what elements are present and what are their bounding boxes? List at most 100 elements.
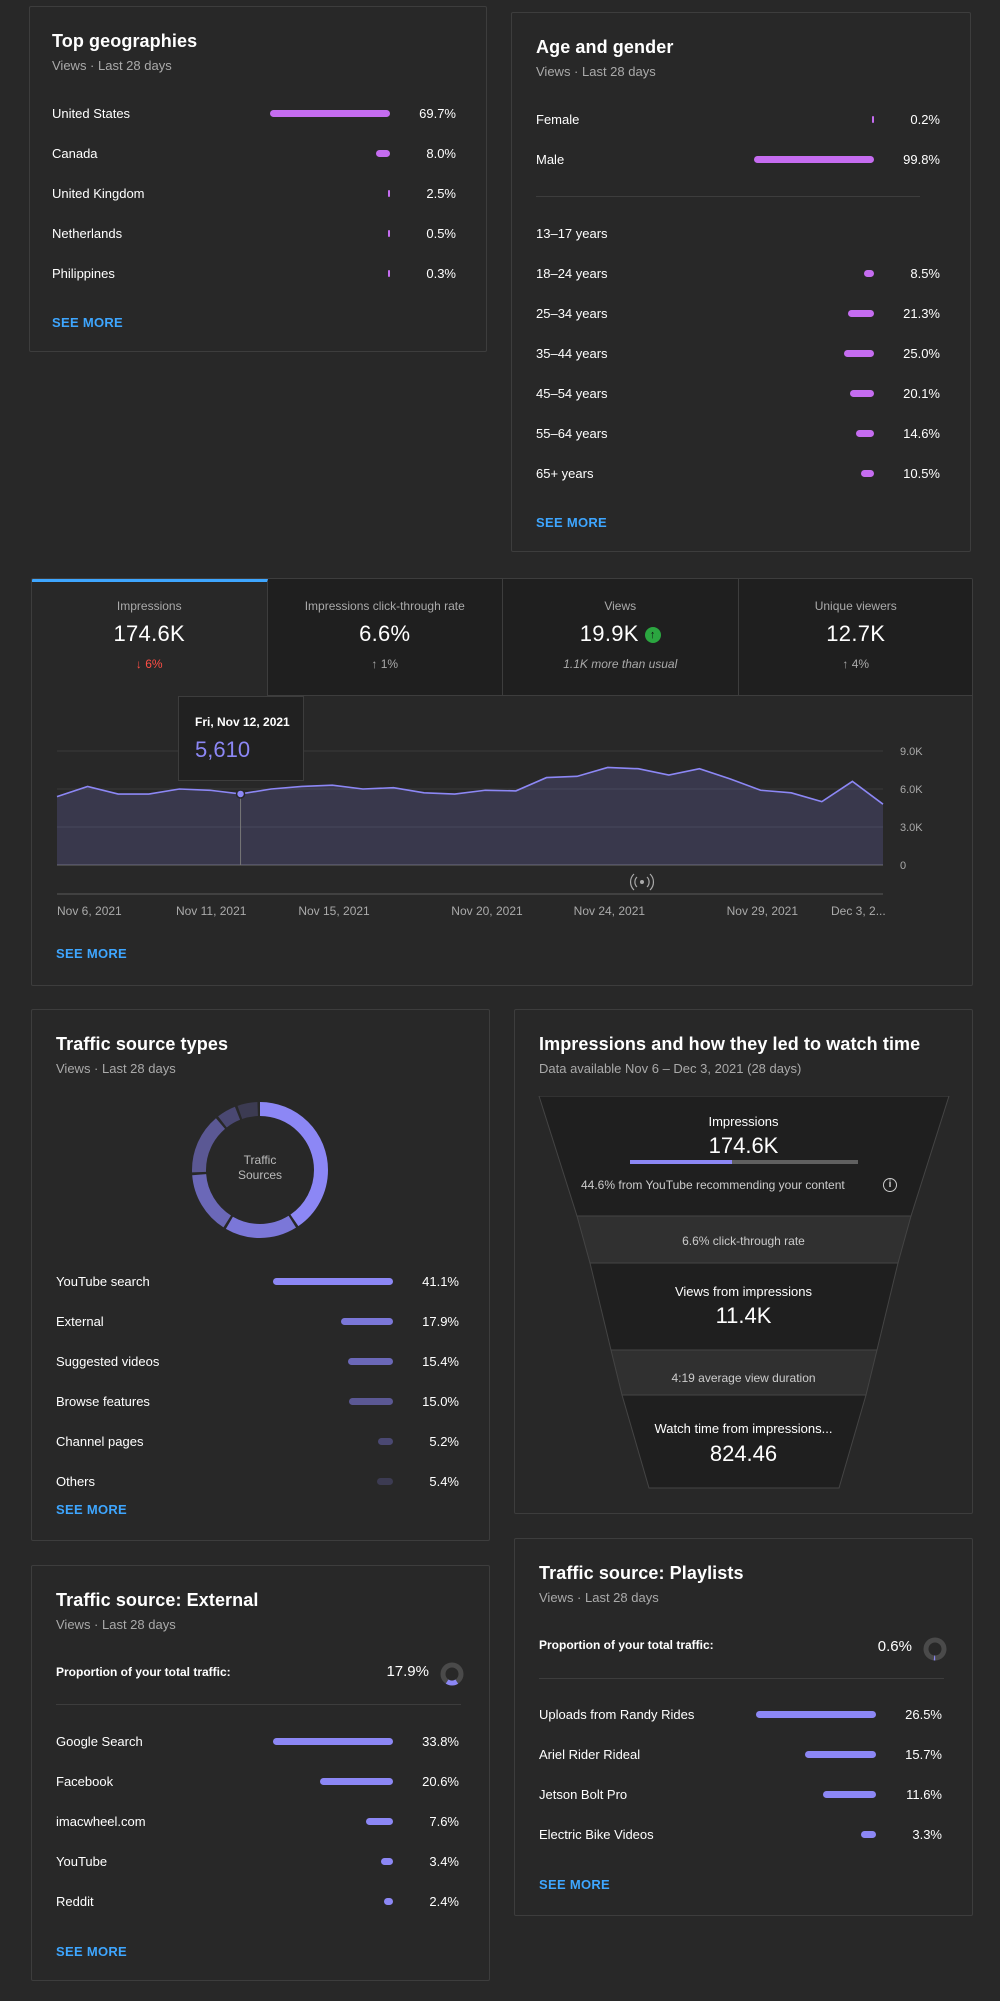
external-source-row[interactable]: Facebook 20.6% — [56, 1761, 459, 1801]
see-more-link[interactable]: SEE MORE — [56, 1502, 128, 1517]
proportion-value: 0.6% — [877, 1638, 912, 1655]
row-percent: 41.1% — [422, 1273, 459, 1289]
age-gender-card: Age and gender Views · Last 28 days Fema… — [511, 12, 971, 552]
metric-delta: ↓ 6% — [135, 657, 163, 671]
playlist-row[interactable]: Electric Bike Videos 3.3% — [539, 1814, 942, 1854]
age-row[interactable]: 18–24 years 8.5% — [536, 253, 940, 293]
geography-row[interactable]: Netherlands 0.5% — [52, 213, 456, 253]
row-percent: 11.6% — [906, 1786, 942, 1802]
row-bar — [377, 1477, 393, 1485]
x-tick-label: Nov 11, 2021 — [176, 904, 247, 918]
metric-label: Views — [604, 599, 637, 613]
row-bar — [848, 309, 874, 317]
row-label: Facebook — [56, 1773, 114, 1789]
see-more-link[interactable]: SEE MORE — [539, 1877, 611, 1892]
y-tick-label: 3.0K — [900, 822, 923, 834]
age-row[interactable]: 35–44 years 25.0% — [536, 333, 940, 373]
row-label: External — [56, 1313, 104, 1329]
metric-tab[interactable]: Unique viewers 12.7K ↑ 4% — [738, 579, 972, 695]
metric-tab[interactable]: Views 19.9K ↑ 1.1K more than usual — [503, 579, 739, 695]
geography-row[interactable]: Philippines 0.3% — [52, 253, 456, 293]
age-row[interactable]: 25–34 years 21.3% — [536, 293, 940, 333]
row-bar-track — [754, 469, 874, 477]
funnel-watch-value: 824.46 — [709, 1441, 778, 1466]
traffic-playlists-card: Traffic source: Playlists Views · Last 2… — [514, 1538, 973, 1916]
age-row[interactable]: 45–54 years 20.1% — [536, 373, 940, 413]
row-label: YouTube — [56, 1853, 108, 1869]
external-source-row[interactable]: imacwheel.com 7.6% — [56, 1801, 459, 1841]
donut-segment[interactable] — [192, 1102, 328, 1238]
row-bar — [366, 1817, 393, 1825]
row-label: 35–44 years — [536, 345, 608, 361]
metrics-chart-card: Impressions 174.6K ↓ 6% Impressions click-t… — [31, 578, 973, 986]
row-label: 65+ years — [536, 465, 594, 481]
card-title: Traffic source types — [56, 1034, 229, 1054]
card-title: Traffic source: External — [56, 1590, 259, 1610]
external-source-row[interactable]: YouTube 3.4% — [56, 1841, 459, 1881]
info-icon[interactable]: i — [883, 1178, 897, 1192]
playlist-row[interactable]: Jetson Bolt Pro 11.6% — [539, 1774, 942, 1814]
row-percent: 5.4% — [429, 1473, 459, 1489]
see-more-link[interactable]: SEE MORE — [52, 315, 124, 330]
row-bar-track — [273, 1777, 393, 1785]
row-percent: 21.3% — [903, 305, 940, 321]
metric-tab[interactable]: Impressions click-through rate 6.6% ↑ 1% — [267, 579, 503, 695]
proportion-label: Proportion of your total traffic: — [539, 1638, 714, 1652]
metric-value: 19.9K ↑ — [503, 621, 738, 647]
views-area-chart: 9.0K 6.0K 3.0K 0 Nov 6, 2021 Nov 11, 2021 Nov … — [56, 746, 923, 918]
age-row[interactable]: 55–64 years 14.6% — [536, 413, 940, 453]
row-bar-track — [756, 1790, 876, 1798]
donut-segment[interactable] — [192, 1102, 328, 1238]
external-source-list: Google Search 33.8% Facebook 20.6% imacwheel… — [56, 1721, 459, 1921]
age-row[interactable]: 65+ years 10.5% — [536, 453, 940, 493]
row-label: Female — [536, 111, 580, 127]
external-source-row[interactable]: Reddit 2.4% — [56, 1881, 459, 1921]
gender-row[interactable]: Male 99.8% — [536, 139, 940, 179]
funnel-recommend-text: 44.6% from YouTube recommending your con… — [581, 1178, 845, 1192]
geography-row[interactable]: United Kingdom 2.5% — [52, 173, 456, 213]
geography-row[interactable]: Canada 8.0% — [52, 133, 456, 173]
row-label: Reddit — [56, 1893, 94, 1909]
row-bar — [754, 155, 874, 163]
ring-track — [923, 1637, 947, 1661]
see-more-link[interactable]: SEE MORE — [536, 515, 608, 530]
traffic-source-row[interactable]: Suggested videos 15.4% — [56, 1341, 459, 1381]
external-source-row[interactable]: Google Search 33.8% — [56, 1721, 459, 1761]
row-bar — [823, 1790, 876, 1798]
card-title: Traffic source: Playlists — [539, 1563, 744, 1583]
row-label: 25–34 years — [536, 305, 608, 321]
playlist-row[interactable]: Ariel Rider Rideal 15.7% — [539, 1734, 942, 1774]
donut-segment[interactable] — [192, 1102, 328, 1238]
proportion-label: Proportion of your total traffic: — [56, 1665, 231, 1679]
row-bar-track — [754, 389, 874, 397]
row-percent: 2.4% — [429, 1893, 459, 1909]
x-tick-label: Nov 29, 2021 — [727, 904, 799, 918]
see-more-link[interactable]: SEE MORE — [56, 946, 128, 961]
card-subtitle: Views · Last 28 days — [539, 1590, 659, 1605]
card-title: Top geographies — [52, 31, 198, 51]
row-percent: 7.6% — [429, 1813, 459, 1829]
proportion-ring — [923, 1637, 947, 1661]
metric-tab[interactable]: Impressions 174.6K ↓ 6% — [32, 579, 268, 695]
donut-center-label: Traffic — [243, 1153, 277, 1167]
row-percent: 3.4% — [429, 1853, 459, 1869]
see-more-link[interactable]: SEE MORE — [56, 1944, 128, 1959]
geography-row[interactable]: United States 69.7% — [52, 93, 456, 133]
row-bar-track — [756, 1710, 876, 1718]
playlist-row[interactable]: Uploads from Randy Rides 26.5% — [539, 1694, 942, 1734]
area-fill — [57, 767, 883, 865]
hover-point[interactable] — [235, 789, 246, 799]
row-bar — [273, 1737, 393, 1745]
gender-row[interactable]: Female 0.2% — [536, 99, 940, 139]
age-row[interactable]: 13–17 years — [536, 213, 940, 253]
traffic-source-row[interactable]: Others 5.4% — [56, 1461, 459, 1501]
traffic-source-row[interactable]: Channel pages 5.2% — [56, 1421, 459, 1461]
donut-center-label-2: Sources — [237, 1168, 283, 1182]
traffic-source-row[interactable]: Browse features 15.0% — [56, 1381, 459, 1421]
divider — [56, 1704, 461, 1705]
metric-label: Impressions click-through rate — [304, 599, 465, 613]
traffic-source-row[interactable]: External 17.9% — [56, 1301, 459, 1341]
traffic-source-row[interactable]: YouTube search 41.1% — [56, 1261, 459, 1301]
funnel-duration-text: 4:19 average view duration — [671, 1371, 816, 1385]
row-bar-track — [270, 149, 390, 157]
